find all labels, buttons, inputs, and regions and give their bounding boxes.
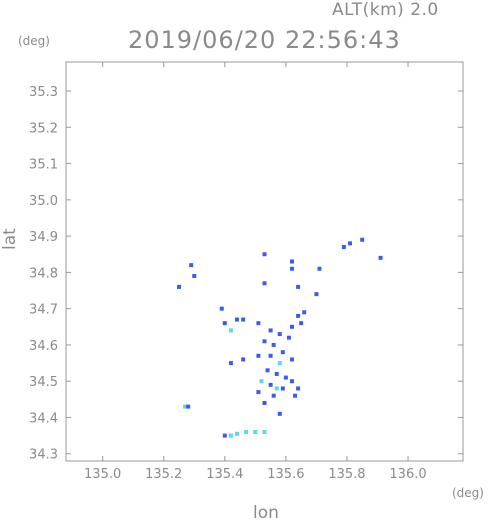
data-point — [235, 431, 240, 436]
data-point — [268, 382, 273, 387]
data-point — [271, 342, 276, 347]
y-tick-label: 35.0 — [29, 194, 58, 209]
data-point — [289, 379, 294, 384]
data-point — [256, 353, 261, 358]
data-point — [265, 368, 270, 373]
y-tick-label: 34.5 — [29, 375, 58, 390]
chart-title: 2019/06/20 22:56:43 — [128, 26, 401, 54]
data-point — [228, 433, 233, 438]
y-tick-label: 35.1 — [29, 158, 58, 173]
x-axis-label: lon — [253, 503, 279, 523]
plot-frame — [65, 61, 464, 462]
data-point — [186, 404, 191, 409]
y-tick-label: 34.8 — [29, 266, 58, 281]
x-axis-unit: (deg) — [452, 486, 484, 500]
data-point — [296, 284, 301, 289]
data-point — [253, 429, 258, 434]
data-point — [241, 317, 246, 322]
data-point — [378, 255, 383, 260]
data-point — [283, 375, 288, 380]
data-point — [299, 321, 304, 326]
data-point — [289, 266, 294, 271]
data-point — [235, 317, 240, 322]
data-point — [259, 379, 264, 384]
data-point — [293, 393, 298, 398]
x-tick-label: 135.0 — [84, 467, 121, 482]
y-tick-label: 35.3 — [29, 85, 58, 100]
x-tick-label: 135.6 — [267, 467, 304, 482]
data-point — [280, 350, 285, 355]
data-point — [176, 284, 181, 289]
data-point — [286, 335, 291, 340]
data-point — [280, 386, 285, 391]
data-point — [274, 386, 279, 391]
data-point — [296, 313, 301, 318]
data-point — [277, 411, 282, 416]
data-point — [296, 386, 301, 391]
data-point — [302, 310, 307, 315]
data-point — [222, 433, 227, 438]
data-point — [183, 404, 188, 409]
data-point — [219, 306, 224, 311]
data-point — [268, 353, 273, 358]
data-point — [262, 429, 267, 434]
data-point — [271, 393, 276, 398]
data-point — [256, 321, 261, 326]
data-point — [360, 237, 365, 242]
data-point — [262, 281, 267, 286]
data-point — [277, 332, 282, 337]
data-point — [317, 266, 322, 271]
data-point — [289, 357, 294, 362]
x-tick-label: 136.0 — [389, 467, 426, 482]
y-axis-unit: (deg) — [18, 34, 50, 48]
data-point — [274, 371, 279, 376]
y-tick-label: 34.9 — [29, 230, 58, 245]
data-point — [222, 321, 227, 326]
y-tick-label: 34.7 — [29, 303, 58, 318]
data-point — [277, 361, 282, 366]
data-point — [314, 292, 319, 297]
data-point — [341, 244, 346, 249]
y-tick-label: 34.6 — [29, 339, 58, 354]
data-point — [189, 263, 194, 268]
y-tick-label: 34.4 — [29, 411, 58, 426]
data-point — [262, 252, 267, 257]
data-point — [262, 339, 267, 344]
data-point — [262, 400, 267, 405]
axis-ticks: 135.0 135.2 135.4 135.6 135.8 136.0 34.3 34.4 34… — [29, 62, 463, 482]
data-point — [268, 328, 273, 333]
data-point — [289, 324, 294, 329]
y-tick-label: 34.3 — [29, 448, 58, 463]
data-points — [176, 237, 383, 438]
data-point — [228, 361, 233, 366]
x-tick-label: 135.4 — [206, 467, 243, 482]
data-point — [241, 357, 246, 362]
data-point — [348, 241, 353, 246]
y-tick-label: 35.2 — [29, 121, 58, 136]
data-point — [256, 390, 261, 395]
altitude-label: ALT(km) 2.0 — [332, 0, 439, 20]
x-tick-label: 135.2 — [145, 467, 182, 482]
x-tick-label: 135.8 — [328, 467, 365, 482]
data-point — [244, 429, 249, 434]
data-point — [289, 259, 294, 264]
data-point — [192, 274, 197, 279]
data-point — [228, 328, 233, 333]
